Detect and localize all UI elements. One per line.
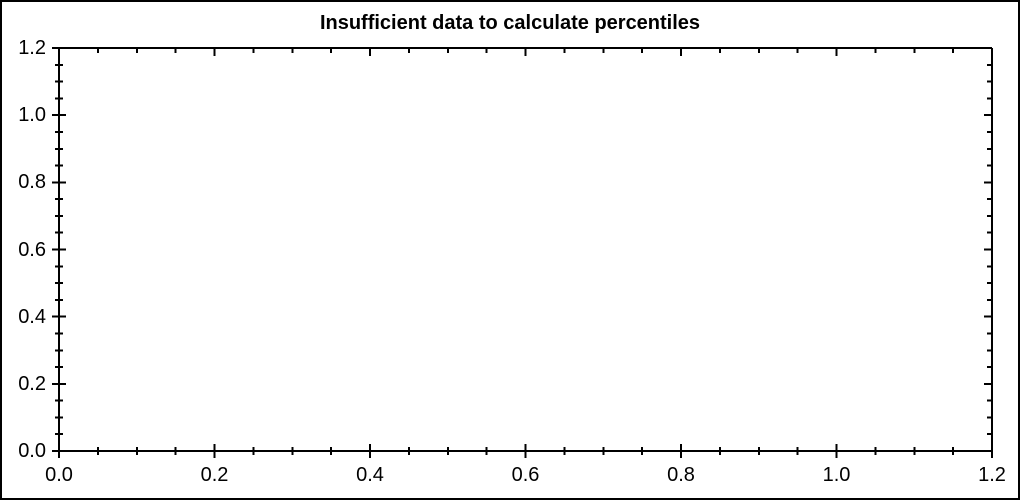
x-tick-label: 1.2: [978, 464, 1006, 486]
y-tick-label: 1.2: [18, 37, 46, 59]
y-tick-label: 0.2: [18, 372, 46, 395]
x-tick-label: 1.0: [822, 464, 851, 486]
y-tick-label: 0.8: [18, 171, 46, 194]
x-tick-label: 0.6: [511, 464, 540, 486]
x-tick-label: 0.8: [667, 464, 695, 486]
x-tick-label: 0.0: [45, 464, 73, 486]
x-tick-label: 0.4: [356, 464, 384, 486]
y-tick-label: 0.4: [18, 305, 46, 328]
x-tick-label: 0.2: [200, 464, 229, 486]
y-tick-label: 1.0: [18, 104, 46, 127]
y-tick-label: 0.6: [18, 238, 46, 261]
chart-title: Insufficient data to calculate percentil…: [319, 12, 701, 34]
y-tick-label: 0.0: [18, 440, 46, 462]
